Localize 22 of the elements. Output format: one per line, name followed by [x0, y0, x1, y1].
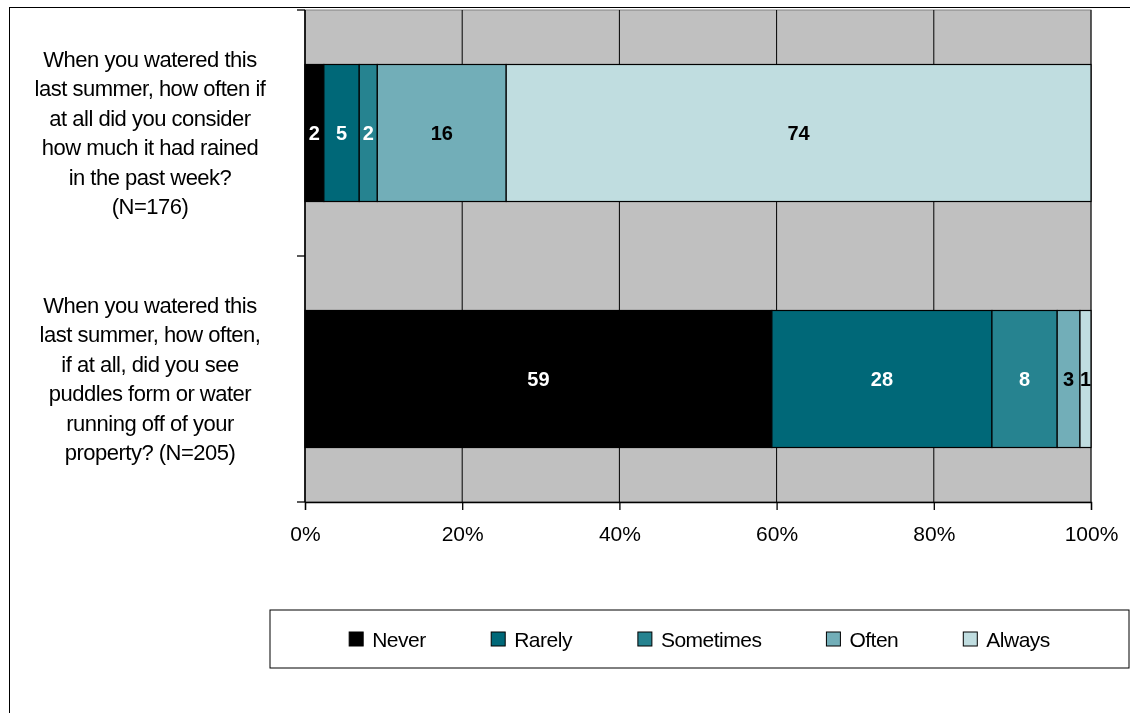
- legend-label: Often: [849, 627, 899, 651]
- x-tick-label: 80%: [913, 521, 956, 545]
- legend-label: Rarely: [514, 627, 573, 651]
- data-label: 3: [1063, 368, 1075, 390]
- x-tick-label: 60%: [756, 521, 799, 545]
- legend-label: Sometimes: [660, 627, 762, 651]
- legend-label: Never: [372, 627, 427, 651]
- y-tick-label: When you watered this last summer, how often, if at all, did you see puddles form or water running off of your property? (N=205): [39, 292, 261, 466]
- data-label: 2: [308, 122, 320, 144]
- x-tick-label: 20%: [441, 521, 484, 545]
- data-label: 8: [1019, 368, 1031, 390]
- data-label: 59: [527, 368, 550, 390]
- y-tick-label: When you watered this last summer, how often if at all did you consider how much it had rained in the past week? (N=176): [34, 46, 267, 220]
- data-label: 74: [787, 122, 811, 144]
- legend-label: Always: [986, 627, 1050, 651]
- data-label: 28: [870, 368, 894, 390]
- data-label: 16: [430, 122, 453, 144]
- x-tick-label: 100%: [1064, 521, 1119, 545]
- x-tick-label: 0%: [290, 521, 321, 545]
- data-label: 5: [335, 122, 348, 144]
- x-tick-label: 40%: [598, 521, 641, 545]
- data-label: 2: [362, 122, 374, 144]
